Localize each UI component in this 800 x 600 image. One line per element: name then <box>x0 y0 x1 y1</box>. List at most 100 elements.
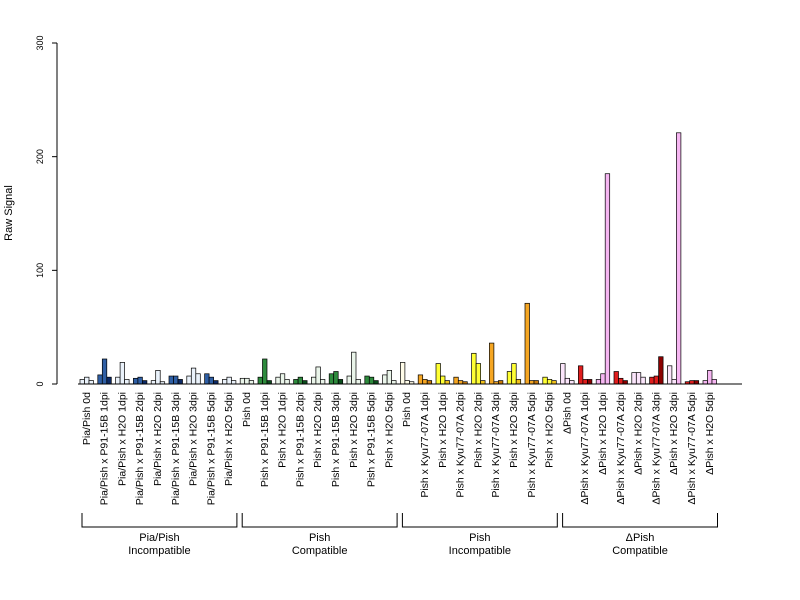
x-tick-label: Pia/Pish x H2O 5dpi <box>223 392 235 486</box>
bar <box>707 370 713 385</box>
bar-group <box>578 365 593 385</box>
bar <box>578 365 584 385</box>
x-tick-label: Pia/Pish x H2O 3dpi <box>188 392 200 486</box>
x-tick-label: Pish x H2O 3dpi <box>348 392 360 468</box>
bracket-line <box>241 513 398 528</box>
bar <box>569 380 575 385</box>
x-tick-label: Pish x Kyu77-07A 5dpi <box>526 392 538 498</box>
bar <box>297 376 303 385</box>
bar <box>84 376 90 385</box>
bar <box>124 379 130 385</box>
bar <box>489 342 495 385</box>
bar-group <box>364 375 379 385</box>
bar-group <box>293 376 308 385</box>
bar <box>631 372 637 385</box>
bar <box>667 365 673 385</box>
bar-group <box>204 373 219 385</box>
bar-group <box>471 352 486 385</box>
bar-group <box>133 376 148 385</box>
bar <box>444 380 450 385</box>
x-tick-label: Pish x Kyu77-07A 3dpi <box>490 392 502 498</box>
bar <box>693 380 700 385</box>
bar <box>351 351 357 385</box>
bar <box>244 377 250 385</box>
bar <box>186 375 192 385</box>
bar <box>115 376 121 385</box>
bar <box>600 373 606 385</box>
x-tick-label: Pia/Pish 0d <box>81 392 93 445</box>
group-label: Pia/Pish <box>139 532 179 544</box>
bar <box>426 380 433 385</box>
bar-group <box>453 376 468 385</box>
bar <box>587 379 593 385</box>
bar <box>204 373 210 385</box>
bar <box>546 379 553 385</box>
x-tick-label: Pish x H2O 1dpi <box>437 392 449 468</box>
bar <box>315 366 321 385</box>
bar <box>293 379 299 385</box>
bar <box>386 370 392 385</box>
x-tick-label: Pia/Pish x H2O 1dpi <box>116 392 128 486</box>
bar <box>190 367 197 385</box>
bar-group <box>595 173 611 385</box>
x-tick-label: Pish x P91-15B 3dpi <box>330 392 342 487</box>
bar <box>88 380 94 385</box>
bar <box>137 376 143 385</box>
bar <box>422 379 428 385</box>
x-tick-label: Pish x P91-15B 2dpi <box>294 392 306 487</box>
bar <box>649 376 655 385</box>
group-sublabel: Incompatible <box>449 545 511 557</box>
bar <box>498 380 504 385</box>
bar-group <box>506 363 522 385</box>
bar <box>595 379 602 385</box>
bar <box>355 379 361 385</box>
bar-group <box>275 373 290 385</box>
x-axis: Pia/Pish 0d Pia/Pish x P91-15B 1dpi Pia/Pi… <box>78 383 742 505</box>
y-tick-label: 0 <box>35 381 45 386</box>
bar <box>457 380 464 385</box>
bar <box>635 372 642 385</box>
bars <box>79 132 717 385</box>
bar <box>506 371 513 385</box>
bar <box>275 376 281 385</box>
x-tick-label: Pish 0d <box>401 392 413 427</box>
bar <box>213 380 219 385</box>
x-tick-label: Pish x P91-15B 1dpi <box>259 392 271 487</box>
bar-group <box>168 375 183 385</box>
bar <box>368 376 375 385</box>
bar-group <box>222 376 237 385</box>
x-tick-label: Pish x Kyu77-07A 1dpi <box>419 392 431 498</box>
x-tick-label: ΔPish x H2O 2dpi <box>633 392 645 475</box>
bar-group <box>649 356 664 385</box>
bar <box>475 363 481 385</box>
bar-group <box>560 363 575 385</box>
y-tick-label: 100 <box>35 263 45 278</box>
bar <box>400 362 406 385</box>
bar-group <box>667 132 682 385</box>
bar-group <box>417 374 433 385</box>
bar <box>622 380 628 385</box>
bar <box>453 376 459 385</box>
bar <box>582 379 588 385</box>
bar <box>373 380 379 385</box>
bar <box>640 376 646 385</box>
bar-group <box>97 358 112 385</box>
x-tick-label: Pish x H2O 3dpi <box>508 392 520 468</box>
bar <box>320 379 326 385</box>
x-tick-label: Pish x Kyu77-07A 2dpi <box>455 392 467 498</box>
bar <box>177 379 183 385</box>
bar <box>155 370 161 385</box>
bar <box>328 373 335 385</box>
bar <box>333 371 339 385</box>
bar <box>391 380 397 385</box>
x-tick-label: Pia/Pish x P91-15B 1dpi <box>99 392 111 505</box>
bracket-line <box>81 513 238 528</box>
bar <box>613 371 619 385</box>
bar <box>226 376 232 385</box>
x-tick-label: Pish x H2O 2dpi <box>312 392 324 468</box>
bar <box>671 379 677 385</box>
group-sublabel: Compatible <box>292 545 348 557</box>
